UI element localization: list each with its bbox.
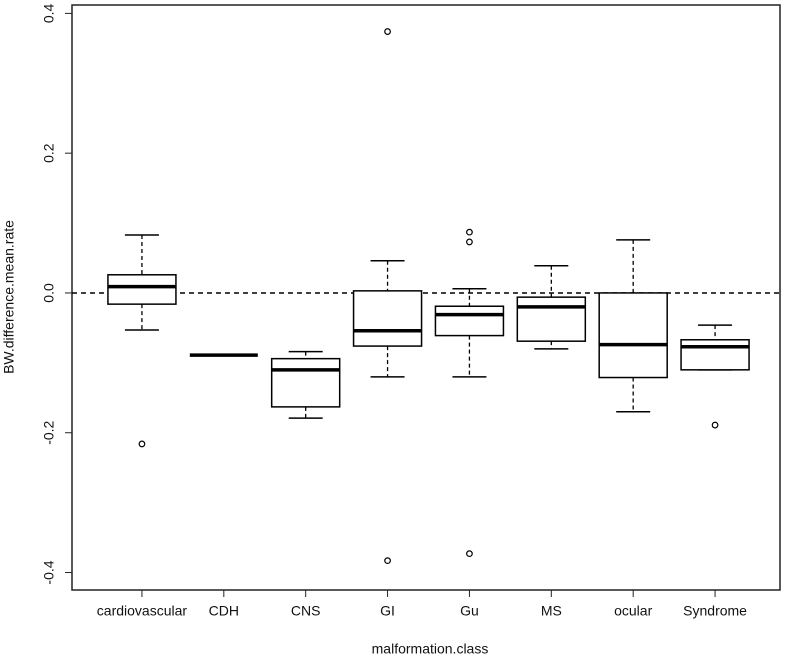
box: [107, 274, 177, 305]
outlier: [138, 440, 146, 448]
box: [270, 357, 341, 408]
outlier: [384, 28, 391, 35]
y-tick-label: -0.4: [41, 560, 57, 584]
box: [434, 305, 505, 337]
box: [516, 296, 587, 342]
outlier: [711, 421, 719, 429]
x-tick-label: MS: [541, 603, 562, 619]
y-tick-label: -0.2: [41, 420, 57, 444]
plot-frame: [71, 4, 781, 591]
box: [352, 290, 423, 347]
outlier: [384, 557, 391, 565]
x-tick-label: CDH: [209, 603, 239, 619]
x-tick-label: cardiovascular: [97, 603, 188, 619]
y-tick-label: 0.2: [41, 143, 57, 163]
x-tick-label: ocular: [614, 603, 652, 619]
x-tick-label: Syndrome: [683, 603, 747, 619]
x-tick-label: Gu: [460, 603, 479, 619]
outlier: [466, 228, 473, 236]
box: [598, 292, 668, 379]
y-tick-label: 0.0: [41, 283, 57, 303]
x-axis-label: malformation.class: [372, 641, 489, 657]
box: [680, 339, 750, 371]
y-tick-label: 0.4: [41, 3, 57, 23]
x-tick-label: GI: [380, 603, 395, 619]
outlier: [466, 238, 473, 246]
outlier: [466, 550, 473, 558]
y-axis-label: BW.difference.mean.rate: [1, 220, 17, 374]
x-tick-label: CNS: [291, 603, 321, 619]
